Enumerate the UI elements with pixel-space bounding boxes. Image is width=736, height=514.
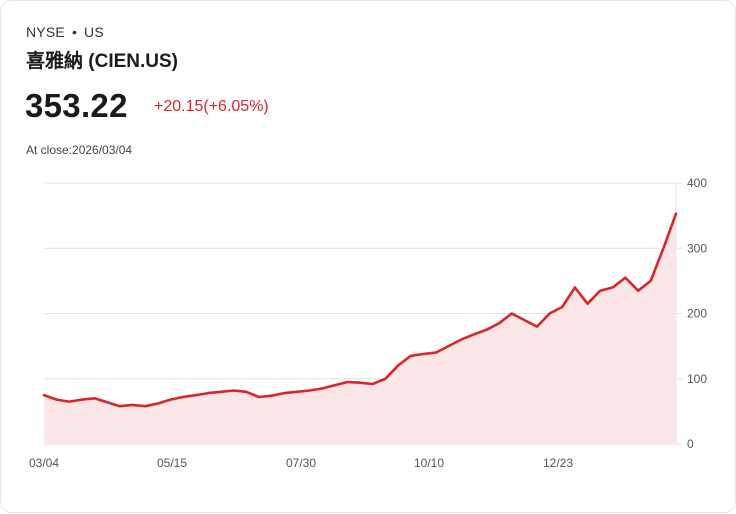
price-change: +20.15(+6.05%): [154, 98, 269, 115]
x-tick-label: 07/30: [286, 456, 316, 470]
region: US: [84, 24, 104, 40]
x-tick-label: 10/10: [414, 456, 444, 470]
x-tick-label: 03/04: [29, 456, 59, 470]
price-area-fill: [44, 213, 676, 444]
y-tick-label: 300: [687, 241, 707, 255]
x-tick-label: 05/15: [157, 456, 187, 470]
x-axis-labels: 03/04 05/15 07/30 10/10 12/23: [29, 456, 573, 470]
y-tick-label: 0: [687, 437, 694, 451]
y-axis-labels: 0 100 200 300 400: [687, 176, 707, 451]
stock-title: 喜雅納 (CIEN.US): [26, 51, 179, 72]
exchange-name: NYSE: [26, 24, 65, 40]
exchange-line: NYSE • US: [26, 24, 104, 40]
y-tick-label: 200: [687, 307, 707, 321]
separator-dot: •: [71, 24, 78, 40]
close-date: At close:2026/03/04: [26, 143, 133, 157]
current-price: 353.22: [25, 87, 128, 124]
price-line: [42, 212, 678, 408]
y-tick-label: 400: [687, 176, 707, 190]
y-tick-label: 100: [687, 372, 707, 386]
x-tick-label: 12/23: [543, 456, 573, 470]
